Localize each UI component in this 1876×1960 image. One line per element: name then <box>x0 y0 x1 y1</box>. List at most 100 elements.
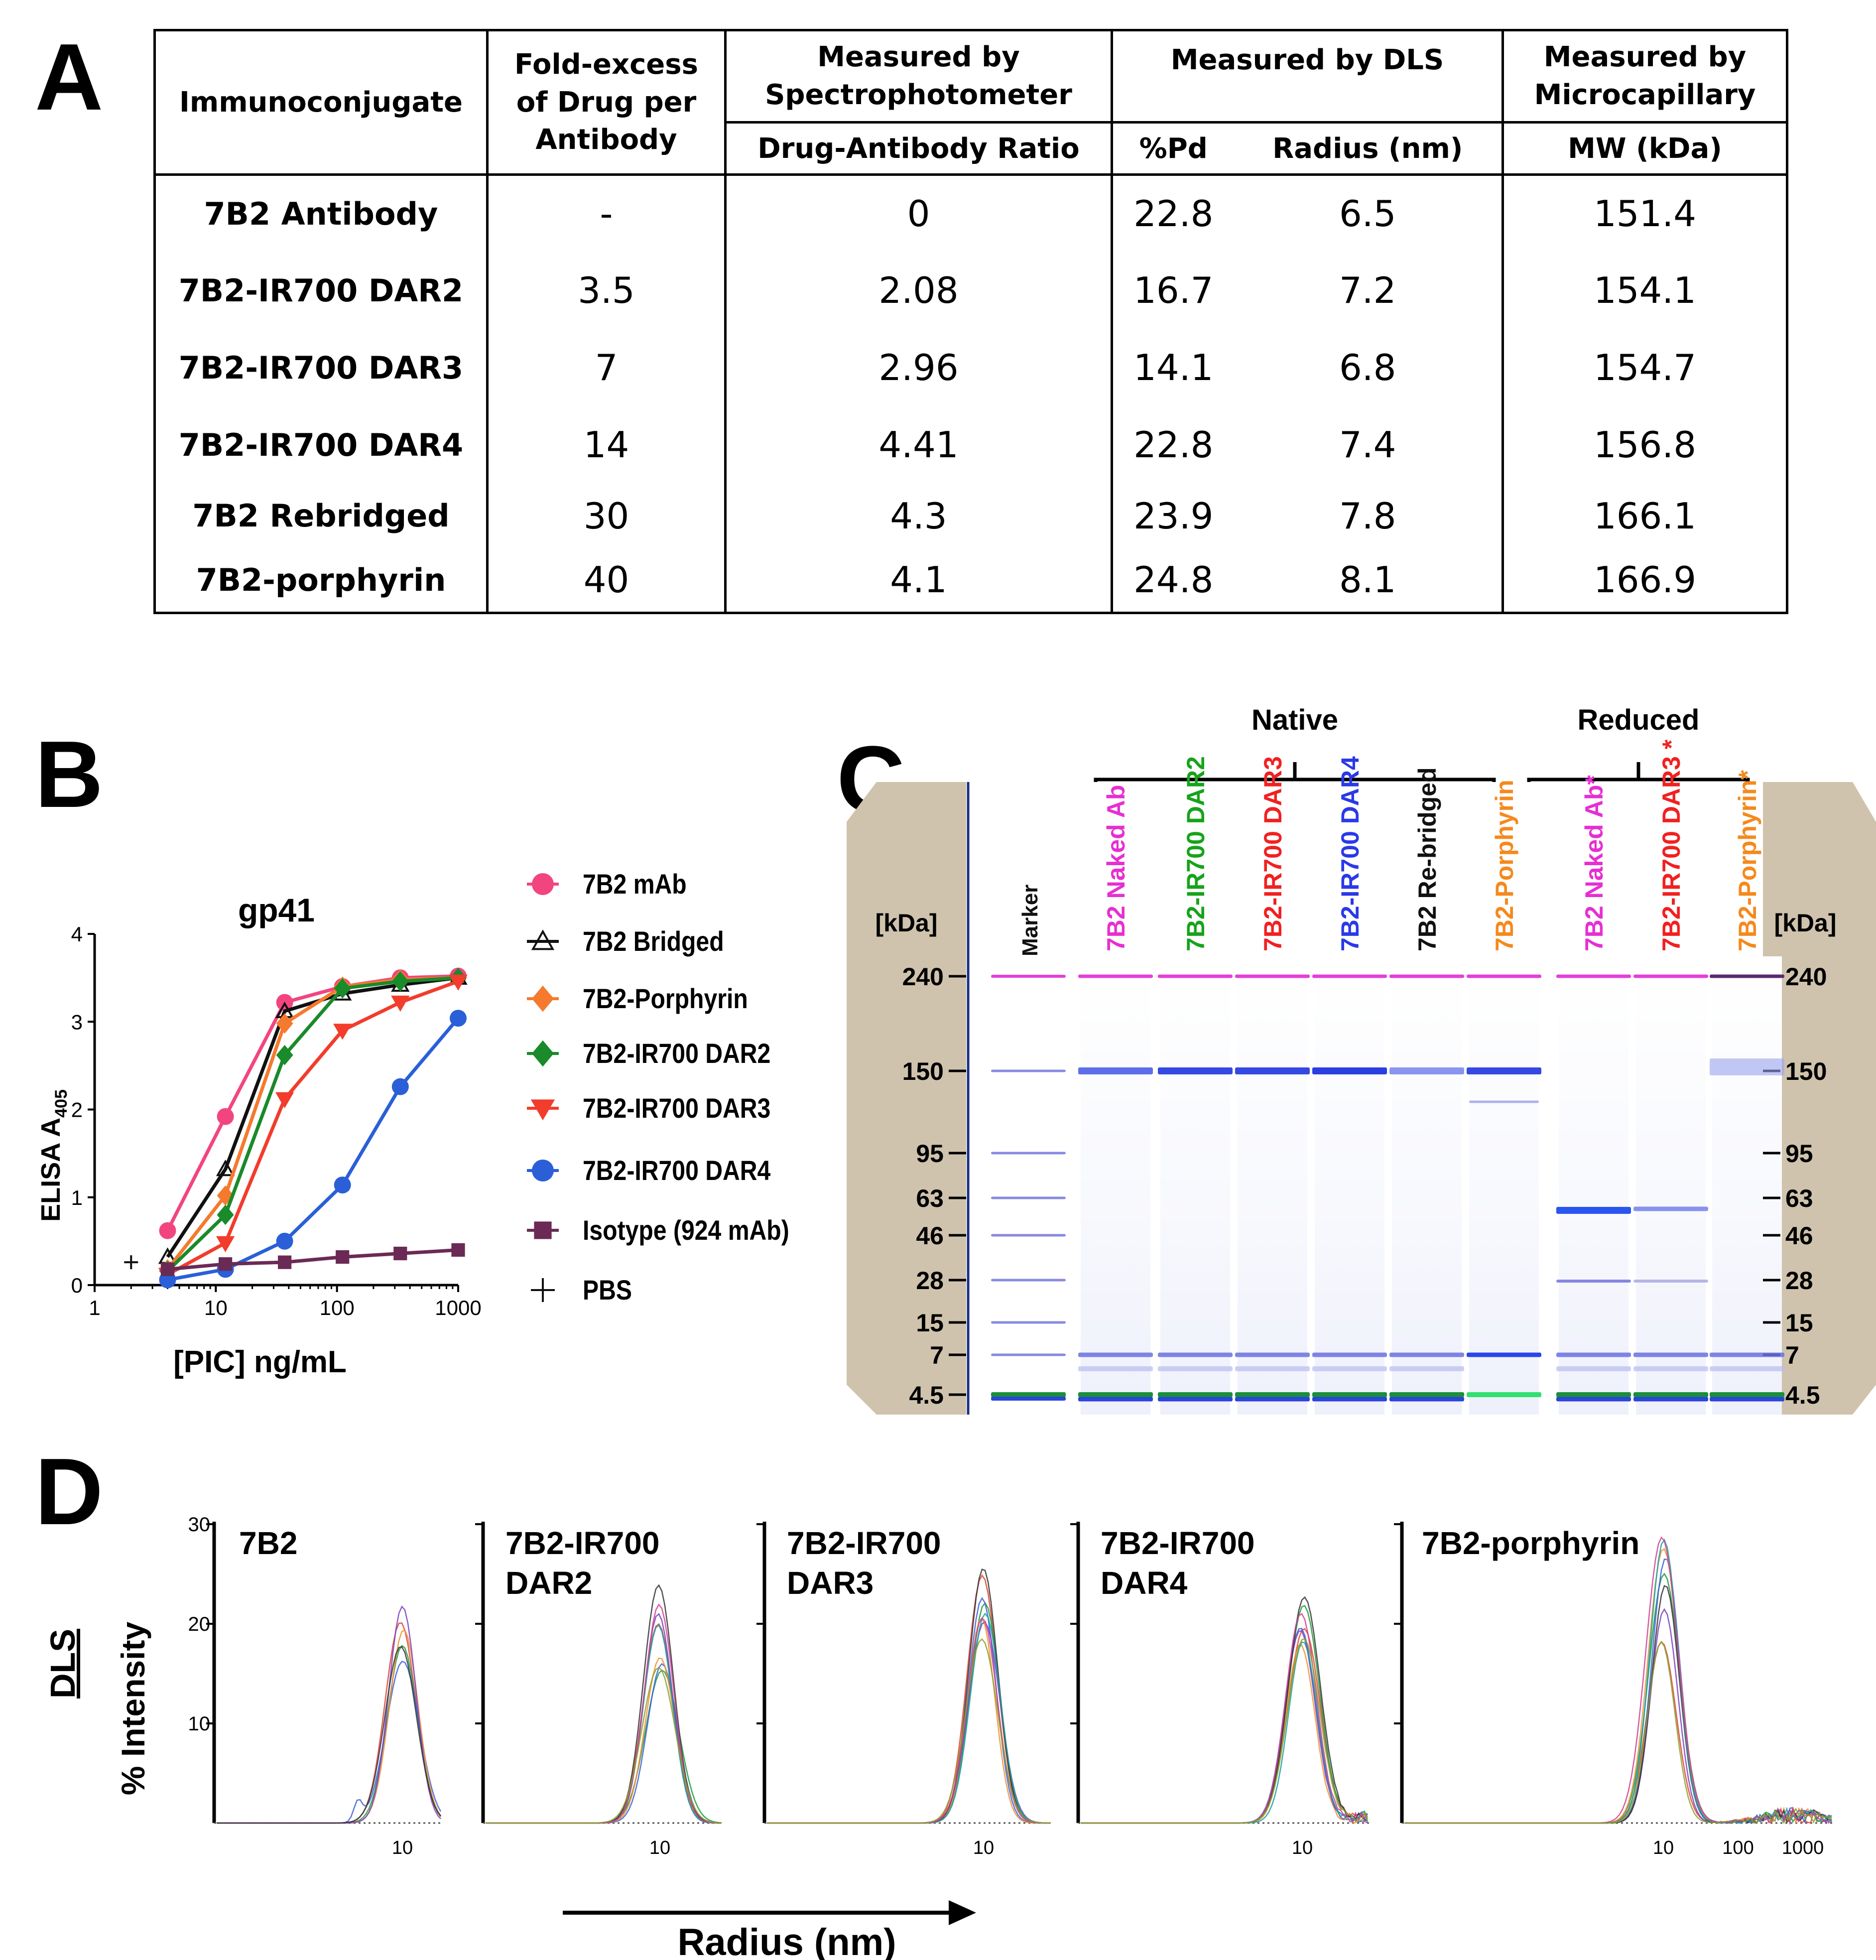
dls-xtick-label: 10 <box>392 1837 413 1858</box>
gel-band-150 <box>1235 1067 1310 1074</box>
dls-curve <box>1404 1641 1833 1824</box>
gel-lane-label: 7B2-IR700 DAR3 * <box>1657 739 1685 951</box>
dls-curve <box>1081 1596 1368 1824</box>
gel-scale-label-right: 7 <box>1785 1341 1799 1369</box>
dls-plot: 7B2-IR700 DAR2 10 <box>475 1522 722 1858</box>
gel-band <box>1469 1100 1539 1103</box>
dls-curve <box>486 1667 722 1824</box>
dls-curve <box>1404 1536 1832 1826</box>
row-name: 7B2-porphyrin <box>153 548 489 614</box>
dls-plot-title: 7B2 <box>239 1525 297 1561</box>
properties-table: Immunoconjugate Fold-excess of Drug per … <box>153 29 1788 614</box>
dls-plot: 7B2-IR700 DAR4 10 <box>1070 1522 1370 1858</box>
gel-band <box>1633 1397 1708 1402</box>
elisa-point <box>277 1255 292 1269</box>
gel-band <box>991 1234 1066 1237</box>
dls-plot-title-line1: 7B2-IR700 <box>505 1525 660 1561</box>
row-name: 7B2 Rebridged <box>153 483 489 548</box>
legend-marker <box>532 1160 554 1181</box>
dls-curve <box>217 1646 442 1824</box>
elisa-xlabel: [PIC] ng/mL <box>173 1345 347 1379</box>
gel-scale-label-left: 240 <box>902 963 944 991</box>
gel-lane-bg <box>1559 956 1628 1415</box>
row-fold: 14 <box>486 406 727 484</box>
elisa-point <box>391 1078 409 1095</box>
gel-lane-bg <box>1160 956 1230 1415</box>
gel-scale-label-right: 150 <box>1785 1057 1827 1085</box>
gel-band <box>1556 1392 1631 1397</box>
elisa-series-line <box>166 974 459 1232</box>
dls-plot-title-line1: 7B2-IR700 <box>1101 1525 1255 1561</box>
elisa-series-7b2-ir700-dar2 <box>159 967 467 1282</box>
gel-scale-label-left: 63 <box>916 1184 944 1212</box>
gel-band-240 <box>991 975 1066 978</box>
gel-lane-label: 7B2 Re-bridged <box>1413 767 1441 951</box>
legend-label: 7B2-Porphyrin <box>583 984 748 1015</box>
dls-xtick-label: 10 <box>1653 1837 1674 1858</box>
gel-band <box>1710 1397 1784 1402</box>
gel-band <box>1389 1352 1464 1357</box>
dls-ytick-label: 10 <box>188 1713 211 1735</box>
gel-band <box>991 1321 1066 1324</box>
dls-curve <box>1081 1638 1369 1824</box>
row-name: 7B2-IR700 DAR2 <box>153 252 489 329</box>
elisa-series-line <box>166 979 459 1276</box>
gel-band <box>1389 1397 1464 1402</box>
elisa-point <box>450 1010 467 1027</box>
gel-band-240 <box>1710 974 1784 978</box>
gel-lane-bg <box>1636 956 1706 1415</box>
row-mw: 156.8 <box>1501 406 1788 484</box>
reduced-label: Reduced <box>1578 704 1700 736</box>
gel-lane-label: Marker <box>1018 885 1042 956</box>
header-micro-line1: Measured by <box>1543 41 1747 74</box>
elisa-point <box>160 1262 175 1276</box>
elisa-legend-item: 7B2 Bridged <box>527 926 724 957</box>
gel-scale-label-left: 4.5 <box>909 1381 944 1409</box>
dls-plot: 7B2-porphyrin 10 100 1000 <box>1394 1522 1833 1858</box>
dls-curve <box>217 1661 442 1824</box>
legend-label: 7B2-IR700 DAR3 <box>583 1093 770 1124</box>
elisa-ytick-label: 3 <box>71 1010 83 1034</box>
gel-band <box>1078 1366 1153 1371</box>
row-mw: 154.1 <box>1501 252 1788 329</box>
panel-label-b: B <box>35 722 104 827</box>
gel-lane-bg <box>1315 956 1384 1415</box>
elisa-legend-item: 7B2-Porphyrin <box>527 984 748 1015</box>
gel-band <box>991 1196 1066 1199</box>
row-name: 7B2 Antibody <box>153 173 489 252</box>
elisa-point <box>159 1222 176 1239</box>
legend-label: 7B2 mAb <box>583 869 687 900</box>
row-dar: 0 <box>724 173 1113 252</box>
gel-lane-bg <box>1081 956 1150 1415</box>
elisa-series-isotype-924-mab- <box>160 1243 465 1276</box>
header-fold-excess: Fold-excess of Drug per Antibody <box>486 29 727 176</box>
dls-plot: 30 20 10 7B2 10 <box>188 1514 443 1858</box>
elisa-point <box>219 1257 233 1271</box>
gel-band <box>1158 1397 1233 1402</box>
panel-label-a: A <box>35 24 104 130</box>
elisa-point <box>217 1204 234 1225</box>
legend-label: Isotype (924 mAb) <box>583 1215 789 1246</box>
gel-lane-label: 7B2-IR700 DAR2 <box>1182 756 1210 951</box>
gel-band <box>991 1392 1066 1397</box>
elisa-series-line <box>167 1248 459 1271</box>
row-radius: 8.1 <box>1234 548 1504 614</box>
dls-curve <box>1081 1605 1368 1824</box>
dls-figure: % Intensity DLS 30 20 10 7B2 10 7B2-IR700 DAR2… <box>43 1514 1833 1960</box>
elisa-point <box>276 1232 293 1250</box>
row-fold: 7 <box>486 329 727 406</box>
elisa-point <box>336 1250 350 1264</box>
header-fold-line3: Antibody <box>535 124 677 156</box>
gel-scale-label-right: 63 <box>1785 1184 1813 1212</box>
row-fold: - <box>486 173 727 252</box>
elisa-series-line <box>166 976 459 1273</box>
dls-curve <box>486 1657 722 1824</box>
row-radius: 7.8 <box>1234 483 1504 548</box>
gel-scale-label-left: 28 <box>916 1267 944 1295</box>
legend-marker <box>532 985 554 1012</box>
dls-xtick-label: 10 <box>973 1837 994 1858</box>
row-name: 7B2-IR700 DAR3 <box>153 329 489 406</box>
row-dar: 4.41 <box>724 406 1113 484</box>
row-fold: 40 <box>486 548 727 614</box>
